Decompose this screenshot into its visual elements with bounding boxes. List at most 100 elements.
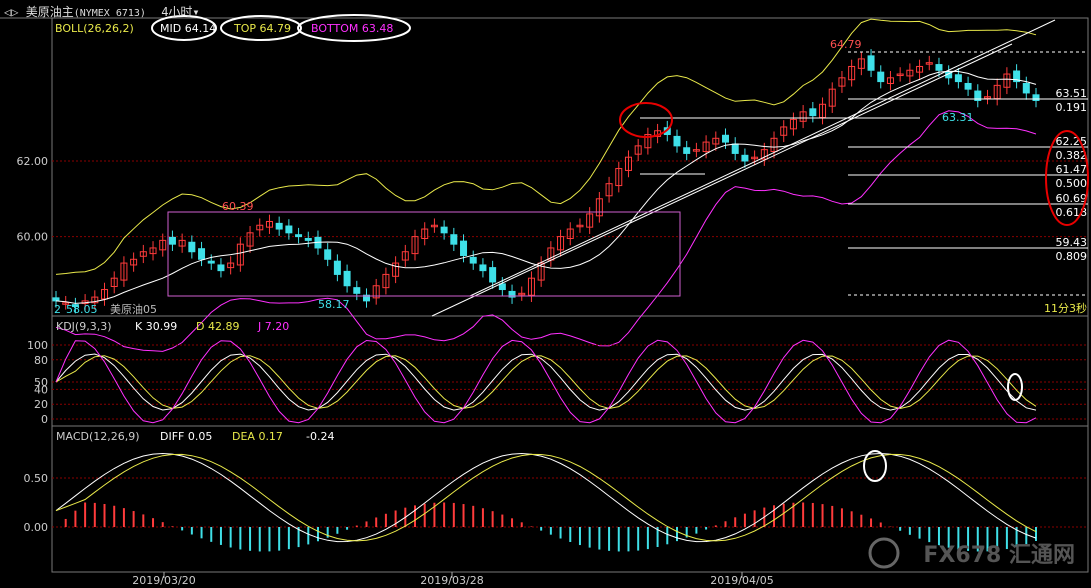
- candle-up: [615, 168, 623, 187]
- kdj-title[interactable]: KDJ(9,3,3): [56, 320, 112, 333]
- highlight-ellipse-bottom: [297, 14, 411, 42]
- candle-down: [469, 256, 477, 264]
- highlight-ellipse-mid: [151, 15, 217, 41]
- candle-up: [770, 137, 778, 153]
- candle-down: [460, 240, 468, 257]
- candle-up: [265, 220, 273, 228]
- candle-up: [906, 69, 914, 77]
- candle-down: [188, 241, 196, 253]
- macd-diff-label: DIFF 0.05: [160, 430, 213, 443]
- highlight-ellipse-peak: [619, 102, 673, 138]
- candle-up: [712, 137, 720, 145]
- candle-down: [479, 264, 487, 272]
- x-axis-date-label: 2019/03/28: [420, 574, 483, 587]
- candle-up: [527, 277, 535, 296]
- kdj-d-label: D 42.89: [196, 320, 240, 333]
- candle-up: [421, 228, 429, 239]
- candle-up: [692, 149, 700, 152]
- candle-up: [624, 156, 632, 171]
- watermark-text: FX678 汇通网: [923, 543, 1075, 568]
- candle-up: [916, 65, 924, 73]
- candle-down: [295, 234, 303, 238]
- kdj-j-label: J 7.20: [258, 320, 290, 333]
- candle-down: [809, 108, 817, 117]
- watermark-logo-icon: [868, 537, 900, 569]
- fib-price-label: 61.47: [1056, 163, 1088, 176]
- candle-up: [886, 77, 894, 84]
- candle-down: [673, 135, 681, 147]
- candle-down: [935, 64, 943, 71]
- boll-mid-label: MID 64.14: [160, 22, 217, 35]
- fib-ratio-label: 0.191: [1056, 101, 1088, 114]
- consolidation-box: [167, 211, 681, 297]
- chevron-down-icon: ▾: [192, 5, 200, 19]
- macd-axis-tick: 0.00: [24, 521, 49, 534]
- candle-down: [954, 74, 962, 83]
- kdj-k-label: K 30.99: [135, 320, 178, 333]
- candle-down: [1022, 82, 1030, 94]
- fib-price-label: 60.69: [1056, 192, 1088, 205]
- candle-up: [586, 213, 594, 228]
- left-high-label: 60.39: [222, 200, 254, 213]
- candle-up: [789, 118, 797, 130]
- candle-up: [644, 134, 652, 149]
- candle-down: [508, 290, 516, 298]
- price-axis-tick: 62.00: [17, 155, 49, 168]
- kdj-d-line: [55, 355, 1037, 410]
- candle-up: [595, 198, 603, 217]
- candle-up: [605, 183, 613, 197]
- boll-title[interactable]: BOLL(26,26,2): [55, 22, 134, 35]
- candle-down: [498, 283, 506, 291]
- candle-up: [780, 126, 788, 136]
- candle-down: [440, 226, 448, 234]
- candle-down: [964, 82, 972, 90]
- fib-ratio-label: 0.500: [1056, 177, 1088, 190]
- boll-top-label: TOP 64.79: [234, 22, 291, 35]
- kdj-axis-tick: 100: [27, 339, 48, 352]
- fib-price-label: 59.43: [1056, 236, 1088, 249]
- macd-diff-line: [55, 452, 1037, 543]
- candle-up: [857, 58, 865, 69]
- candle-up: [246, 232, 254, 247]
- macd-title[interactable]: MACD(12,26,9): [56, 430, 140, 443]
- macd-axis-tick: 0.50: [24, 472, 49, 485]
- left-edge-label: 58.05: [66, 303, 98, 316]
- candle-down: [722, 134, 730, 143]
- candle-down: [489, 267, 497, 283]
- trendline-lower: [431, 43, 1013, 317]
- boll-bottom-line: [55, 110, 1037, 352]
- candle-up: [760, 149, 768, 160]
- candle-down: [974, 90, 982, 101]
- candle-down: [275, 222, 283, 230]
- candle-down: [324, 249, 332, 260]
- small-instrument-label: 美原油05: [110, 302, 157, 316]
- highlight-ellipse-macd: [863, 450, 887, 482]
- instrument-name: 美原油主: [25, 5, 74, 19]
- candle-up: [120, 262, 128, 281]
- candle-up: [256, 224, 264, 231]
- back-forward-arrows-icon[interactable]: ◁▷: [4, 5, 19, 19]
- highlight-ellipse-fib: [1045, 130, 1089, 226]
- candle-up: [566, 228, 574, 239]
- bar-countdown: 11分3秒: [1044, 301, 1087, 315]
- candle-up: [983, 96, 991, 99]
- period-selector[interactable]: 4小时▾: [161, 5, 200, 19]
- candle-down: [683, 147, 691, 154]
- candle-up: [178, 239, 186, 247]
- kdj-axis-tick: 80: [34, 354, 48, 367]
- left-low-label: 58.17: [318, 298, 350, 311]
- candle-down: [741, 154, 749, 162]
- candle-up: [1003, 73, 1011, 88]
- candle-up: [838, 77, 846, 87]
- x-axis-date-label: 2019/03/20: [132, 574, 195, 587]
- candle-up: [227, 262, 235, 269]
- candle-up: [896, 73, 904, 77]
- boll-bottom-label: BOTTOM 63.48: [311, 22, 394, 35]
- boll-top-line: [55, 18, 1037, 275]
- candle-up: [828, 88, 836, 107]
- candle-up: [236, 243, 244, 266]
- candle-up: [130, 258, 138, 266]
- candle-up: [848, 65, 856, 81]
- candle-up: [751, 156, 759, 160]
